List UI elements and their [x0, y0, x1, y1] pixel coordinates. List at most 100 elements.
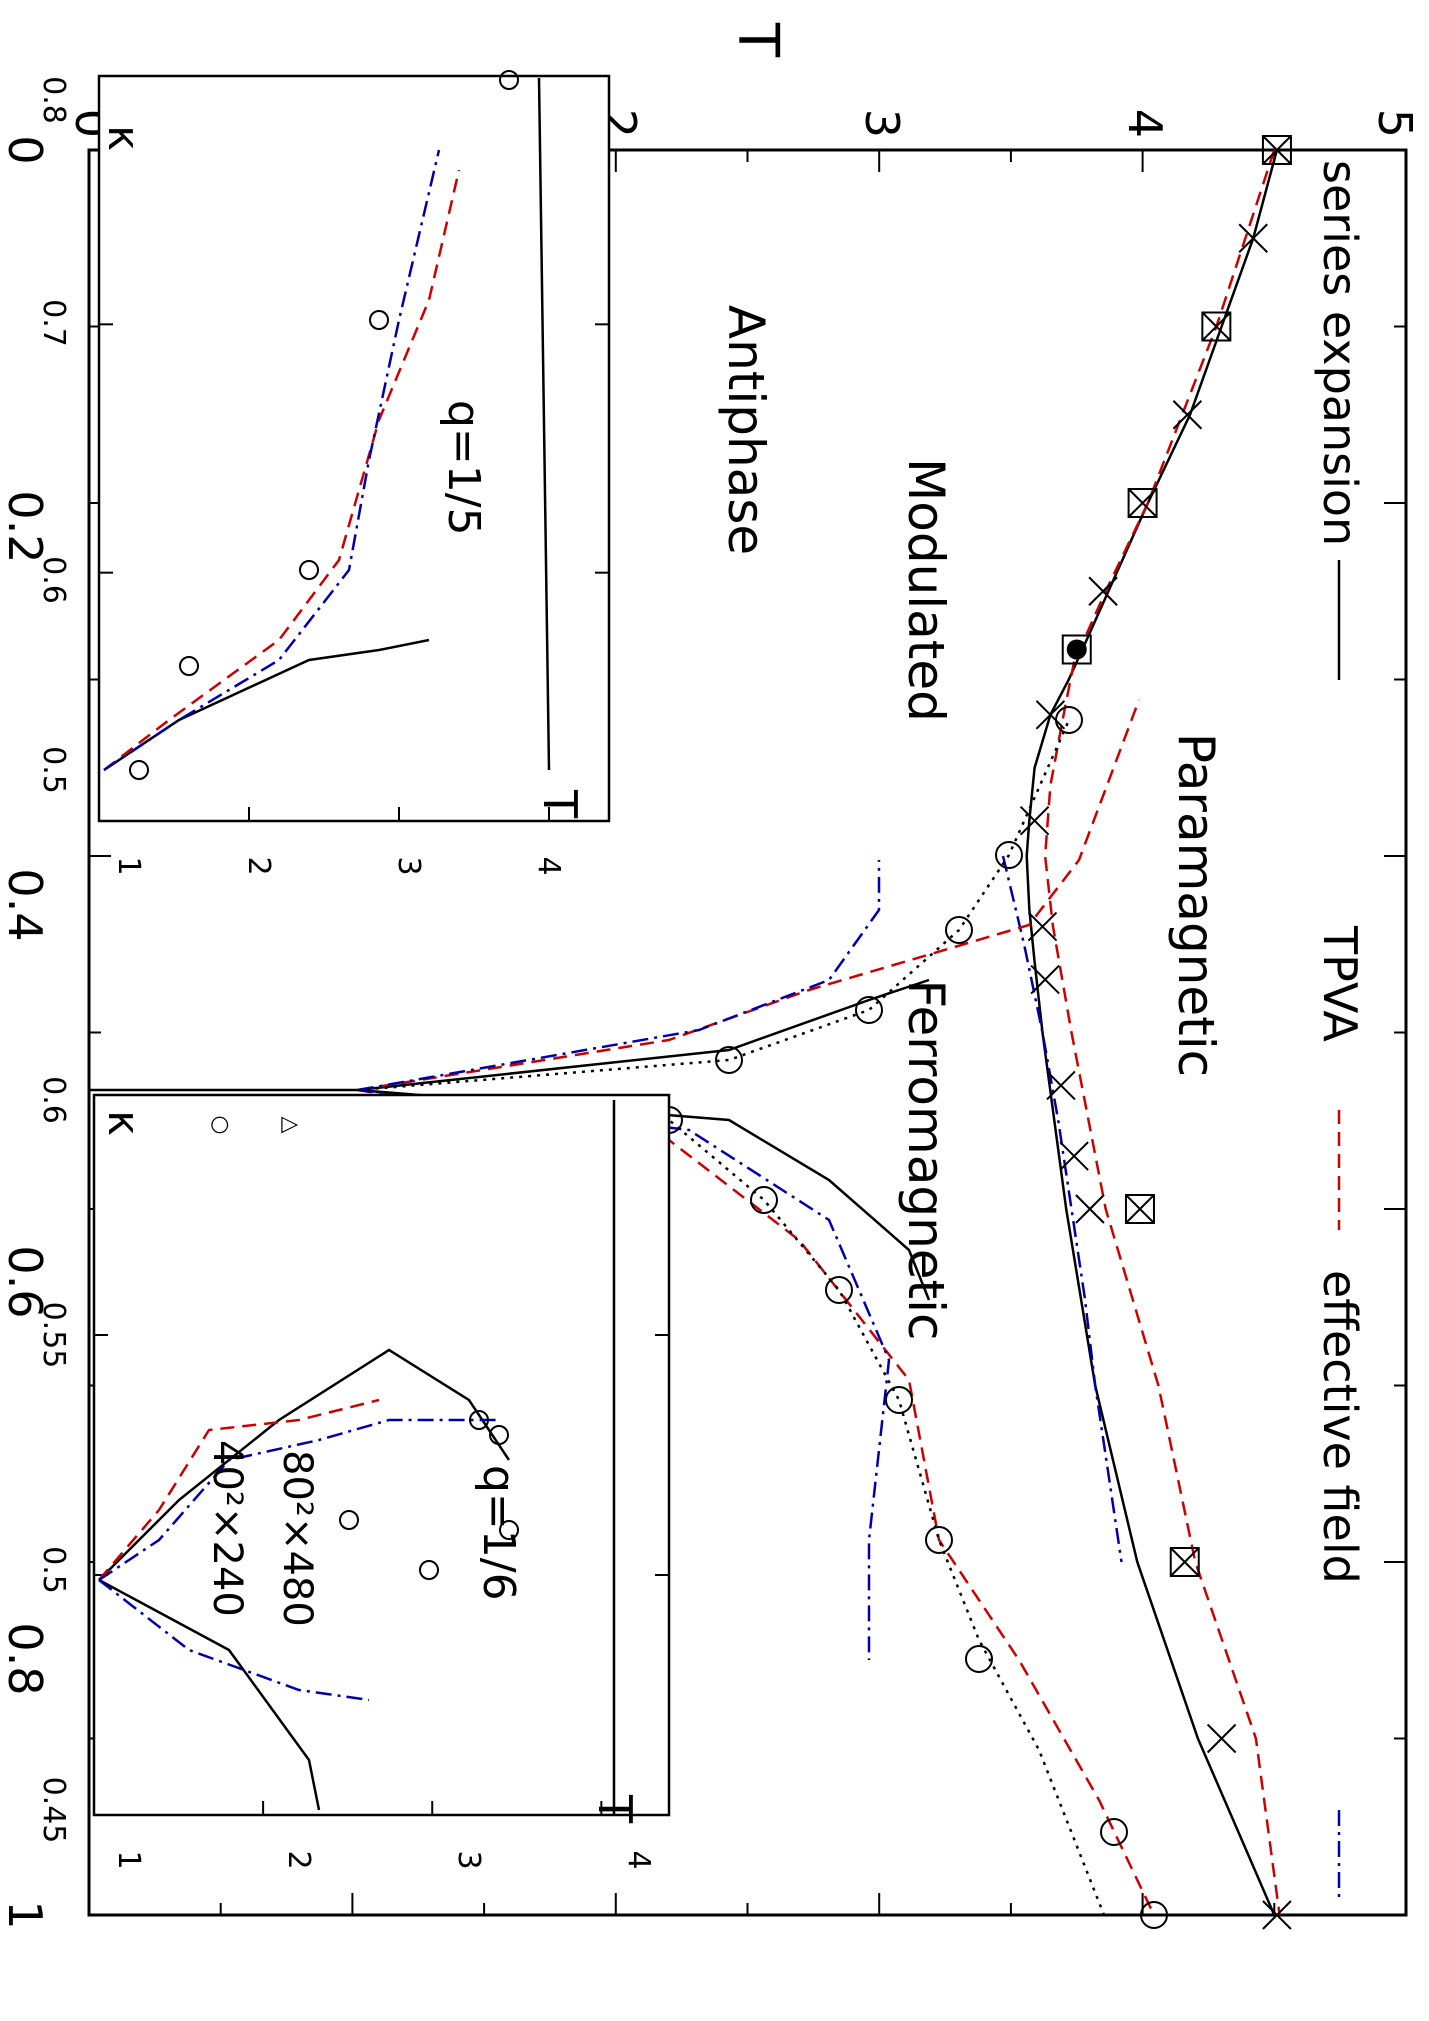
x-tick-5: 1 — [0, 1900, 52, 1929]
inset-upper-y-tick-2: 3 — [391, 856, 426, 875]
inset-upper-circle-marker — [299, 560, 319, 580]
inset-lower-y-tick-0: 1 — [111, 1850, 146, 1869]
series-expansion-marker — [1027, 911, 1058, 942]
inset-upper-x-tick-3: 0.8 — [36, 76, 71, 124]
inset-lower-tpva — [98, 1398, 380, 1581]
series-expansion-marker — [1262, 1900, 1292, 1930]
x-tick-3: 0.6 — [0, 1245, 52, 1318]
ferro-boundary-solid — [357, 978, 930, 1092]
inset-lower-y-tick-3: 4 — [621, 1850, 656, 1869]
series-expansion-marker — [1035, 700, 1066, 730]
inset-upper-tpva — [103, 169, 461, 771]
inset-lower-x-tick-3: 0.6 — [36, 1076, 71, 1124]
y-axis-label: T — [725, 22, 790, 58]
inset-lower-circle-marker — [419, 1560, 439, 1580]
inset-lower-x-label: κ — [98, 1110, 149, 1136]
inset-lower-x-tick-0: 0.45 — [36, 1777, 71, 1844]
inset-upper-circle-marker — [129, 760, 149, 780]
multicritical-marker — [1066, 639, 1087, 660]
legend-label-tpva: TPVA — [1313, 925, 1367, 1042]
series-tpva — [1043, 149, 1281, 1916]
x-tick-4: 0.8 — [0, 1622, 52, 1695]
box-cross-marker — [1261, 135, 1292, 165]
region-label-antiphase: Antiphase — [717, 305, 775, 555]
ferro-boundary-dotted — [357, 719, 1071, 1092]
region-label-paramagnetic: Paramagnetic — [1167, 733, 1225, 1077]
inset-lower-annotation-q: q=1/6 — [473, 1465, 524, 1601]
inset-lower-solid-left — [98, 1578, 321, 1811]
inset-lower-legend-40-marker: ○ — [208, 1115, 233, 1134]
series-expansion-marker — [1059, 1141, 1089, 1171]
inset-lower-frame — [92, 1093, 671, 1817]
box-cross-marker — [1201, 311, 1232, 342]
region-label-modulated: Modulated — [897, 458, 955, 722]
series-expansion-marker — [1238, 223, 1268, 253]
tpva-circle-marker — [825, 1276, 853, 1304]
inset-upper-frame — [97, 74, 611, 823]
inset-upper-circle-marker — [369, 310, 389, 330]
inset-lower-circle-marker — [489, 1425, 509, 1445]
inset-upper-x-tick-0: 0.5 — [36, 746, 71, 794]
tpva-circle-marker — [1140, 1901, 1168, 1929]
inset-lower-solid-right — [98, 1348, 511, 1581]
x-tick-0: 0 — [0, 135, 52, 164]
box-cross-marker — [1124, 1194, 1155, 1224]
inset-upper-y-tick-1: 2 — [241, 856, 276, 875]
inset-upper-annotation-q: q=1/5 — [438, 400, 489, 536]
ferro-boundary-effective — [357, 860, 881, 1092]
inset-lower-plot-area — [98, 1100, 616, 1815]
series-expansion-marker — [1046, 1070, 1076, 1101]
tpva-circle-marker — [995, 841, 1023, 869]
series-effective-field — [1001, 855, 1123, 1563]
inset-upper-solid-line — [537, 77, 551, 771]
inset-lower-legend-80: 80²×480 — [274, 1450, 320, 1627]
inset-upper-y-tick-3: 4 — [531, 856, 566, 875]
inset-upper-circle-marker — [499, 70, 519, 90]
region-label-ferromagnetic: Ferromagnetic — [897, 979, 955, 1340]
y-tick-4: 4 — [1118, 109, 1172, 138]
series-expansion-marker — [1019, 805, 1050, 836]
main-axis-ticks — [88, 149, 1407, 1916]
series-series-expansion — [1025, 149, 1279, 1916]
inset-lower-y-label: T — [588, 1794, 642, 1824]
x-tick-2: 0.4 — [0, 868, 52, 941]
tpva-circle-marker — [925, 1526, 953, 1554]
ferro-boundary-tpva — [357, 699, 1141, 1092]
x-tick-1: 0.2 — [0, 490, 52, 563]
inset-lower-legend-40: 40²×240 — [204, 1440, 250, 1617]
inset-lower-y-tick-2: 3 — [451, 1850, 486, 1869]
tpva-circle-marker — [715, 1046, 743, 1074]
series-expansion-marker — [1206, 1723, 1237, 1754]
inset-lower-circle-marker — [499, 1520, 519, 1540]
inset-upper-x-label: κ — [98, 125, 149, 151]
inset-upper-circle-marker — [179, 656, 199, 676]
series-expansion-marker — [1075, 1194, 1105, 1224]
tpva-circle-marker — [885, 1386, 913, 1414]
series-expansion-marker — [1172, 400, 1203, 430]
series-expansion-marker — [1030, 964, 1060, 995]
inset-lower-y-tick-1: 2 — [281, 1850, 316, 1869]
inset-upper-x-tick-2: 0.7 — [36, 299, 71, 347]
tpva-circle-marker — [1100, 1818, 1128, 1846]
tpva-circle-marker — [750, 1186, 778, 1214]
inset-upper-effective — [103, 149, 441, 772]
inset-lower-effective — [98, 1418, 499, 1582]
inset-upper-solid-curve — [103, 638, 430, 772]
tpva-circle-marker — [945, 916, 973, 944]
modulated-boundary-tpva — [357, 1088, 1156, 1916]
legend-label-series-expansion: series expansion — [1313, 160, 1367, 546]
inset-lower-circle-marker — [339, 1510, 359, 1530]
tpva-circle-marker — [965, 1645, 993, 1673]
series-expansion-marker — [1088, 576, 1118, 606]
inset-upper-y-label: T — [533, 789, 587, 819]
inset-upper-y-tick-0: 1 — [111, 856, 146, 875]
legend-label-effective-field: effective field — [1313, 1270, 1367, 1584]
inset-upper-plot-area — [103, 70, 551, 780]
inset-lower-x-tick-2: 0.55 — [36, 1302, 71, 1369]
inset-lower-circle-marker — [469, 1410, 489, 1430]
tpva-circle-marker — [855, 996, 883, 1024]
inset-upper-x-tick-1: 0.6 — [36, 556, 71, 604]
y-tick-5: 5 — [1368, 109, 1422, 138]
